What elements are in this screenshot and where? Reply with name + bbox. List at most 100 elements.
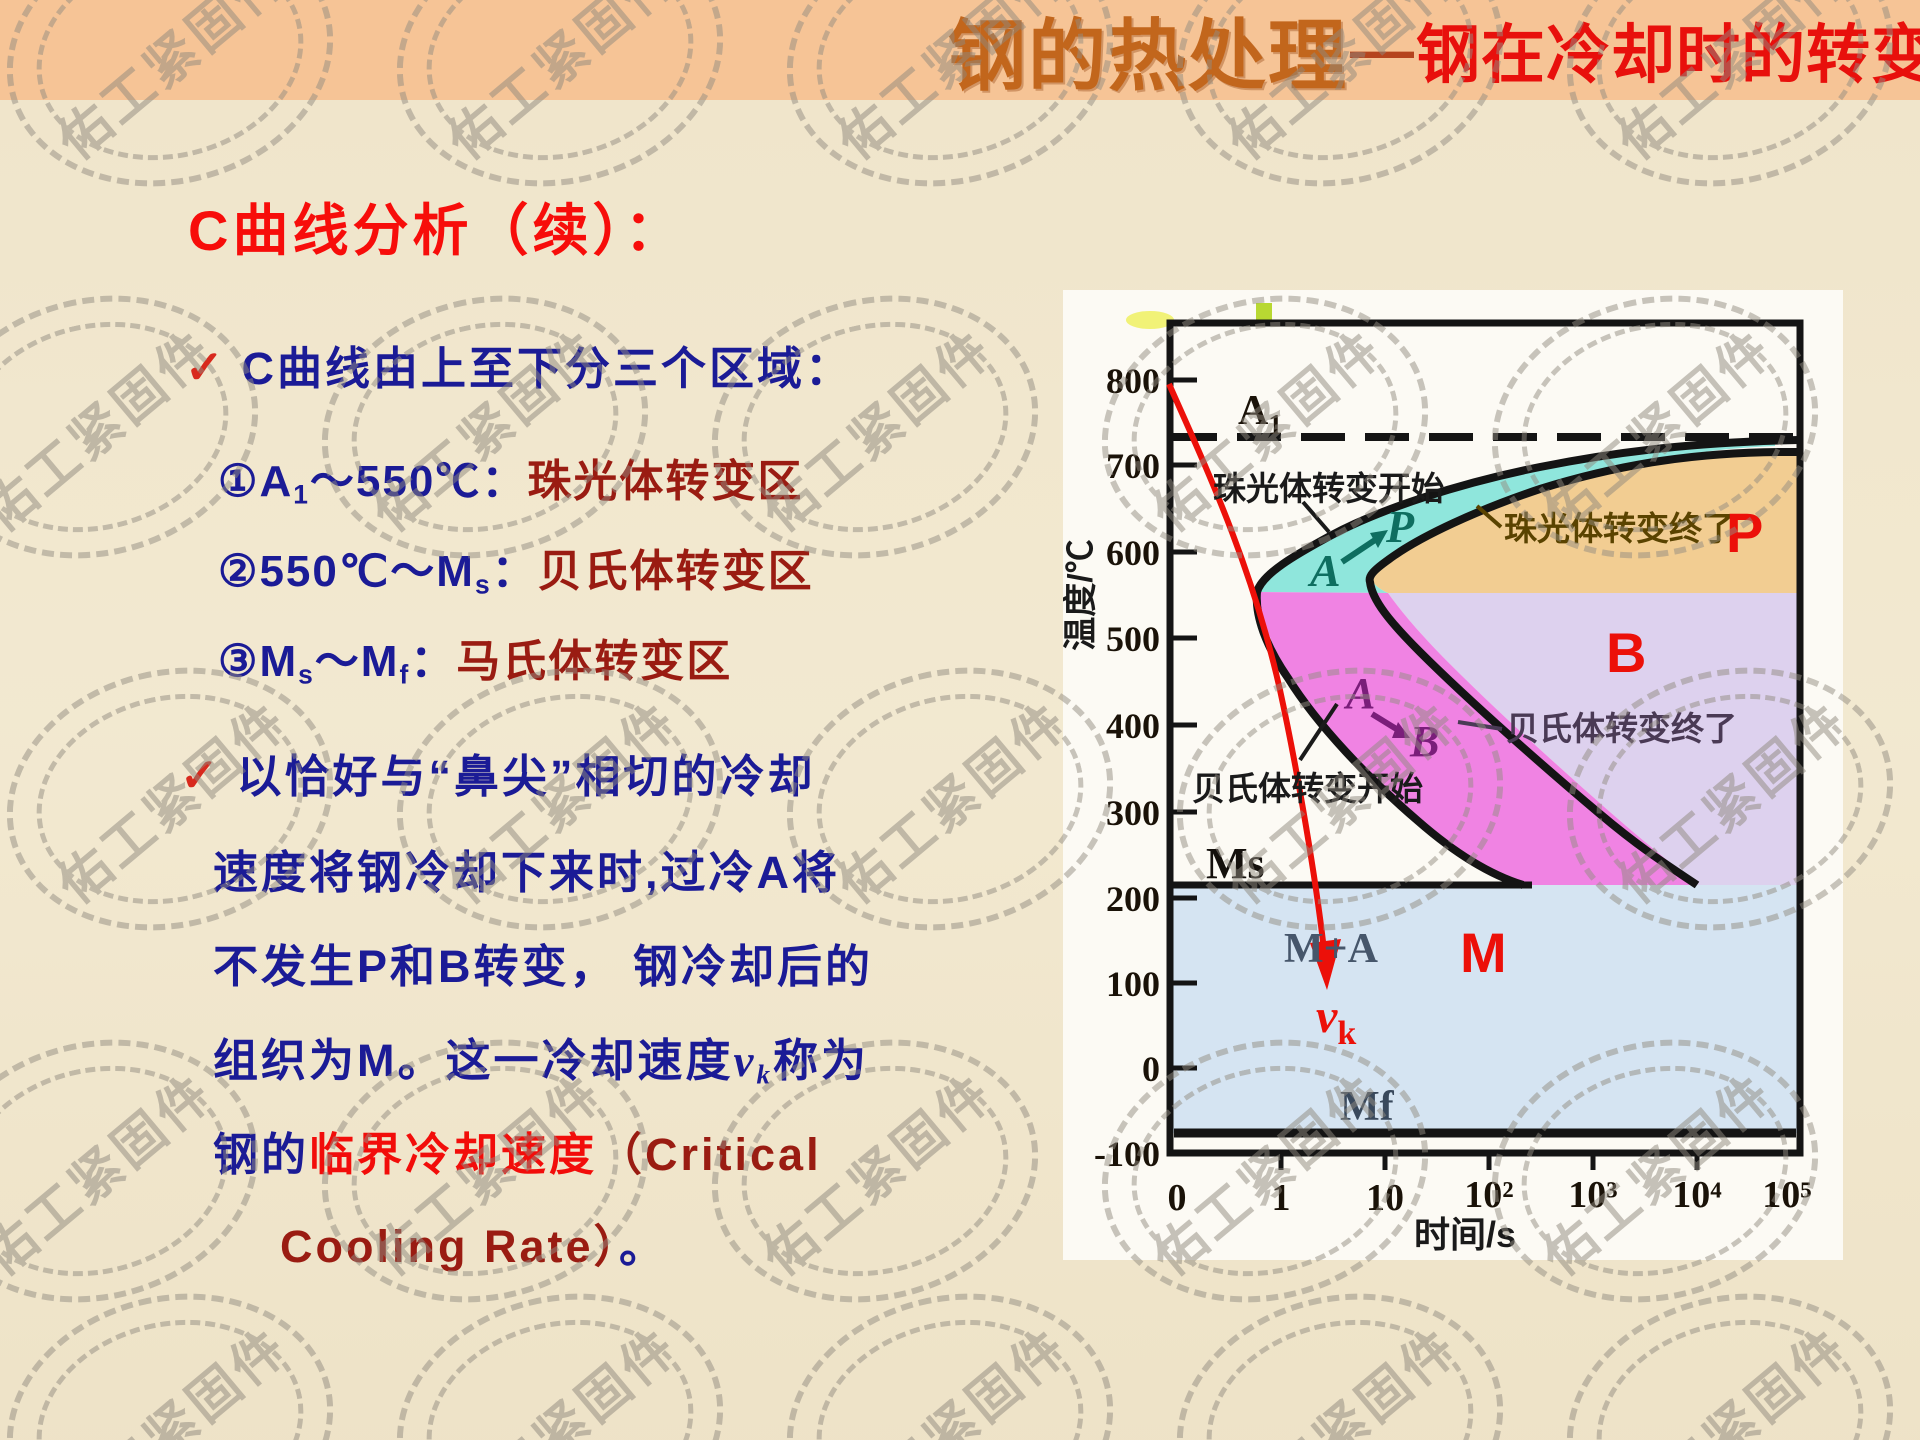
y-tick-labels: 800 700 600 500 400 300 200 100 0 -100 — [1094, 361, 1160, 1174]
watermark-text: 佑工紧固件 — [1607, 1317, 1860, 1440]
bullet-2: ✓ 以恰好与“鼻尖”相切的冷却 — [180, 749, 816, 803]
vk-symbol: vk — [733, 1036, 773, 1090]
scan-artifact — [1126, 311, 1174, 329]
watermark-ring — [0, 1259, 362, 1440]
pearlite-region — [1371, 449, 1798, 593]
mf-label: Mf — [1340, 1084, 1395, 1130]
paragraph-line-3: 不发生P和B转变， 钢冷却后的 — [213, 941, 874, 992]
svg-text:700: 700 — [1106, 446, 1160, 486]
pearlite-label-top: P — [1385, 501, 1415, 552]
header-title-dash: — — [1350, 14, 1415, 86]
svg-text:0: 0 — [1142, 1049, 1160, 1089]
a-to-p-arrowhead — [1370, 530, 1388, 548]
watermark-ring — [683, 261, 1067, 593]
watermark: 佑工紧固件 — [1148, 1259, 1532, 1440]
svg-text:0: 0 — [1168, 1177, 1187, 1219]
watermark-text: 佑工紧固件 — [0, 1063, 225, 1288]
watermark: 佑工紧固件 — [0, 1259, 362, 1440]
svg-text:200: 200 — [1106, 879, 1160, 919]
svg-text:300: 300 — [1106, 793, 1160, 833]
watermark-ring — [719, 294, 1031, 560]
item-2-range: ②550℃～Ms： — [218, 547, 538, 600]
pearlite-end-label: 珠光体转变终了 — [1504, 510, 1735, 547]
paragraph-line-6: Cooling Rate）。 — [280, 1221, 668, 1272]
item-3-range: ③Ms～Mf： — [218, 637, 457, 690]
region-item-1: ①A1～550℃：珠光体转变区 — [218, 457, 804, 510]
svg-text:800: 800 — [1106, 361, 1160, 401]
critical-cooling-curve — [1166, 382, 1327, 951]
watermark-ring — [329, 294, 641, 560]
austenite-pearlite-band — [1258, 441, 1775, 593]
watermark-ring — [794, 666, 1106, 932]
svg-text:10⁴: 10⁴ — [1672, 1174, 1722, 1216]
y-axis-ticks — [1170, 377, 1197, 1071]
watermark-ring — [1574, 1292, 1886, 1440]
svg-text:10⁵: 10⁵ — [1762, 1174, 1811, 1216]
plot-border — [1166, 319, 1804, 1157]
watermark-ring — [0, 261, 287, 593]
austenite-bainite-band — [1258, 592, 1697, 885]
critical-rate-highlight: 临界冷却速度 — [309, 1129, 598, 1180]
watermark-text: 佑工紧固件 — [437, 1317, 690, 1440]
scan-artifact — [1256, 303, 1272, 320]
watermark-ring — [1148, 1259, 1532, 1440]
cooling-curve-arrowhead — [1310, 939, 1341, 990]
paragraph-line-5: 钢的临界冷却速度（Critical — [213, 1129, 822, 1180]
watermark-text: 佑工紧固件 — [827, 1317, 1080, 1440]
watermark-text: 佑工紧固件 — [47, 1317, 300, 1440]
pearlite-start-leader — [1301, 500, 1331, 534]
watermark-ring — [794, 1292, 1106, 1440]
a-to-p-arrow — [1340, 535, 1380, 565]
y-axis-title: 温度/℃ — [1063, 539, 1100, 650]
svg-text:-100: -100 — [1094, 1134, 1160, 1174]
watermark-ring — [1538, 1259, 1920, 1440]
region-p-label: P — [1726, 501, 1763, 564]
transformation-start-curve — [1252, 436, 1799, 889]
header-title-sub: 钢在冷却时的转变 — [1416, 19, 1920, 91]
svg-text:400: 400 — [1106, 706, 1160, 746]
check-icon: ✓ — [180, 749, 219, 801]
watermark-ring — [404, 1292, 716, 1440]
bullet-1: ✓ C曲线由上至下分三个区域： — [185, 342, 854, 395]
martensite-region — [1170, 885, 1798, 1133]
austenite-label-mid: A — [1343, 669, 1375, 718]
transformation-finish-curve — [1365, 447, 1799, 889]
a1-label: A1 — [1238, 388, 1282, 441]
watermark: 佑工紧固件 — [683, 261, 1067, 593]
item-1-region: 珠光体转变区 — [527, 457, 804, 506]
svg-text:10: 10 — [1366, 1177, 1404, 1219]
region-item-2: ②550℃～Ms：贝氏体转变区 — [218, 547, 814, 600]
ms-label: Ms — [1206, 839, 1265, 888]
watermark-ring — [368, 1259, 752, 1440]
watermark-ring — [14, 1292, 326, 1440]
watermark: 佑工紧固件 — [293, 261, 677, 593]
bainite-label-mid: B — [1409, 717, 1439, 766]
region-b-label: B — [1606, 621, 1646, 684]
item-2-region: 贝氏体转变区 — [537, 547, 814, 596]
header-bar: 钢的热处理 — 钢在冷却时的转变 — [0, 0, 1920, 100]
bainite-start-leader — [1298, 702, 1339, 762]
bainite-end-label: 贝氏体转变终了 — [1506, 710, 1737, 747]
item-1-range: ①A1～550℃： — [218, 457, 528, 510]
region-item-3: ③Ms～Mf：马氏体转变区 — [218, 637, 732, 690]
watermark-ring — [293, 261, 677, 593]
bainite-start-label: 贝氏体转变开始 — [1192, 770, 1423, 807]
watermark-text: 佑工紧固件 — [1217, 1317, 1470, 1440]
header-title: 钢的热处理 — 钢在冷却时的转变 — [948, 0, 1920, 100]
watermark: 佑工紧固件 — [368, 1259, 752, 1440]
x-axis-title: 时间/s — [1414, 1214, 1516, 1255]
watermark-ring — [0, 294, 251, 560]
bullet-2-text: 以恰好与“鼻尖”相切的冷却 — [236, 751, 816, 802]
bainite-end-leader — [1457, 720, 1503, 731]
a-to-b-arrowhead — [1392, 722, 1410, 738]
bullet-1-text: C曲线由上至下分三个区域： — [241, 343, 854, 394]
a-to-b-arrow — [1370, 711, 1400, 733]
x-tick-labels: 0 1 10 10² 10³ 10⁴ 10⁵ — [1168, 1174, 1812, 1219]
svg-text:600: 600 — [1106, 533, 1160, 573]
m-plus-a-label: M+A — [1284, 926, 1379, 972]
pearlite-start-label: 珠光体转变开始 — [1213, 470, 1444, 507]
svg-text:1: 1 — [1272, 1177, 1291, 1219]
watermark-ring — [1184, 1292, 1496, 1440]
watermark-ring — [758, 1259, 1142, 1440]
